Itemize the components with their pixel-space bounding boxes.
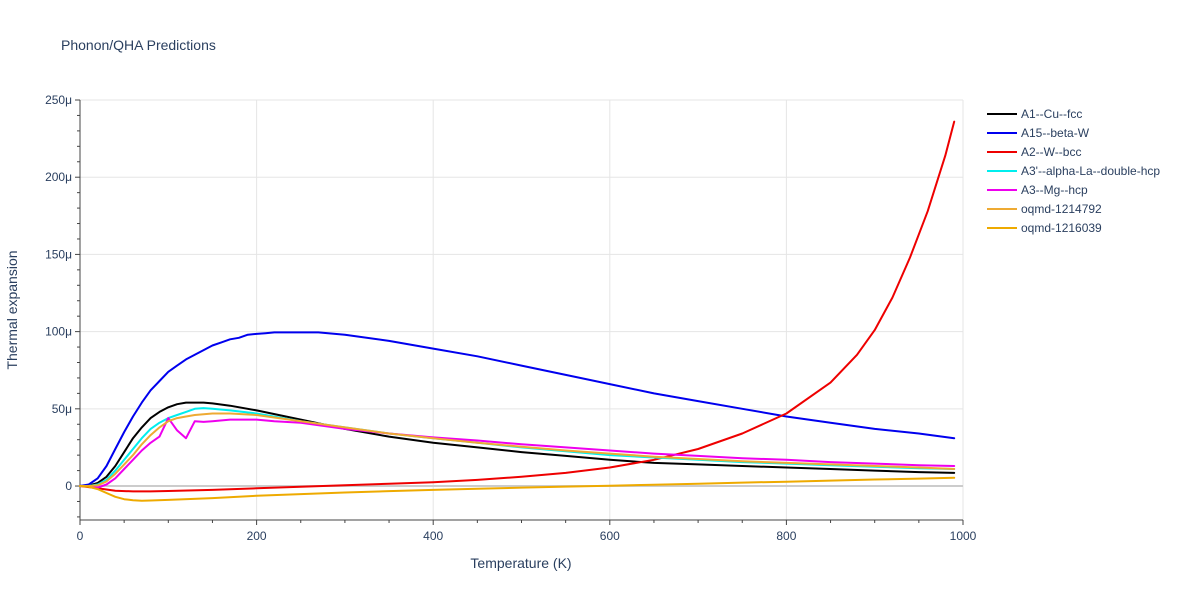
x-tick-label: 600	[600, 529, 620, 543]
x-tick-label: 0	[77, 529, 84, 543]
grid-layer	[80, 99, 964, 520]
legend-label: A3--Mg--hcp	[1021, 183, 1088, 197]
series-line-2	[79, 120, 956, 493]
legend-label: A1--Cu--fcc	[1021, 107, 1082, 121]
y-tick-label: 0	[65, 479, 72, 493]
plot-area	[79, 120, 956, 502]
chart-title: Phonon/QHA Predictions	[61, 37, 216, 53]
series-line-5	[79, 412, 956, 487]
legend-item-5[interactable]: oqmd-1214792	[987, 202, 1102, 216]
tick-labels: 0 200 400 600 800 1000 0 50μ 100μ 150μ 200μ 250μ	[45, 93, 977, 543]
series-line-0	[79, 401, 956, 487]
x-tick-label: 800	[776, 529, 796, 543]
x-axis-title: Temperature (K)	[470, 555, 571, 571]
legend-item-0[interactable]: A1--Cu--fcc	[987, 107, 1082, 121]
y-tick-label: 100μ	[45, 325, 72, 339]
legend-item-3[interactable]: A3'--alpha-La--double-hcp	[987, 164, 1160, 178]
series-line-4	[79, 417, 956, 489]
legend-item-1[interactable]: A15--beta-W	[987, 126, 1090, 140]
x-tick-label: 1000	[950, 529, 977, 543]
legend-item-2[interactable]: A2--W--bcc	[987, 145, 1081, 159]
y-tick-label: 250μ	[45, 93, 72, 107]
legend-label: A15--beta-W	[1021, 126, 1090, 140]
y-tick-label: 50μ	[52, 402, 72, 416]
legend-label: A3'--alpha-La--double-hcp	[1021, 164, 1160, 178]
legend-label: oqmd-1216039	[1021, 221, 1102, 235]
legend-item-4[interactable]: A3--Mg--hcp	[987, 183, 1088, 197]
x-tick-label: 200	[247, 529, 267, 543]
legend[interactable]: A1--Cu--fcc A15--beta-W A2--W--bcc A3'--alp…	[987, 107, 1160, 235]
series-line-6	[79, 476, 956, 502]
legend-item-6[interactable]: oqmd-1216039	[987, 221, 1102, 235]
y-axis-title: Thermal expansion	[4, 250, 20, 369]
y-tick-label: 150μ	[45, 247, 72, 261]
series-line-1	[79, 331, 956, 487]
legend-label: A2--W--bcc	[1021, 145, 1081, 159]
legend-label: oqmd-1214792	[1021, 202, 1102, 216]
y-tick-label: 200μ	[45, 170, 72, 184]
x-tick-label: 400	[423, 529, 443, 543]
axis-layer	[75, 99, 964, 525]
